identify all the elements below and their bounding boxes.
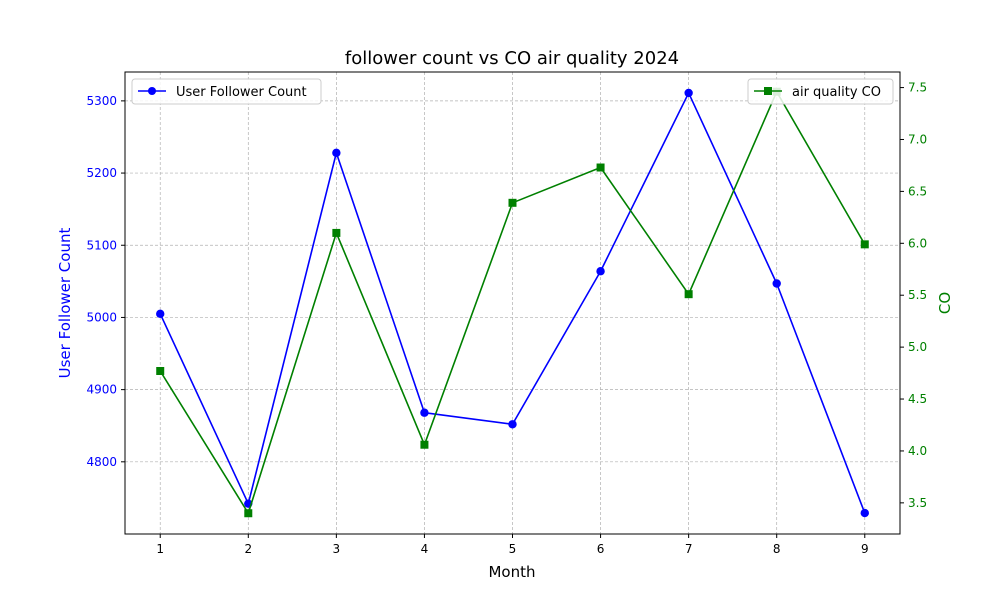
legend-left: User Follower Count [131,78,322,105]
right-y-tick-label: 5.5 [908,288,927,302]
x-tick-label: 2 [244,542,252,556]
x-tick-label: 5 [509,542,517,556]
legend-left-label: User Follower Count [176,85,307,100]
series-2-point [684,290,693,299]
x-tick-label: 4 [421,542,429,556]
x-tick-label: 1 [156,542,164,556]
left-y-tick-label: 4900 [86,383,117,397]
series-1-point [332,148,341,158]
right-y-tick-label: 3.5 [908,496,927,510]
series-1-point [772,279,781,288]
right-y-tick-label: 6.0 [908,236,927,250]
left-y-tick-label: 5200 [86,166,117,180]
left-axis-title: User Follower Count [56,228,74,379]
series-2-point [508,198,517,207]
series-2-point [420,440,429,449]
left-y-tick-label: 4800 [86,455,117,469]
series-2-point [332,228,341,237]
series-2-point [596,163,605,172]
right-y-tick-label: 5.0 [908,340,927,354]
series-1-point [156,309,165,319]
legend-right-label: air quality CO [792,85,881,100]
x-axis-title: Month [488,563,535,581]
series-1-point [860,508,869,518]
series-1-point [420,408,429,417]
x-tick-label: 8 [773,542,781,556]
legend-left-box [131,78,322,105]
left-y-tick-label: 5100 [86,238,117,252]
legend-left-marker [148,87,156,95]
right-axis-title: CO [936,292,954,314]
right-y-tick-label: 7.5 [908,81,927,95]
right-y-tick-label: 4.5 [908,392,927,406]
right-y-tick-label: 4.0 [908,444,927,458]
right-y-tick-label: 6.5 [908,184,927,198]
series-1-point [508,420,517,429]
series-layer [156,87,869,518]
right-y-tick-label: 7.0 [908,132,927,146]
axes: 1 2 3 4 5 6 7 8 9 4800 4900 5000 5100 5200 5300 3.5 4.0 4… [86,81,927,556]
left-y-tick-label: 5000 [86,310,117,324]
series-2-point [156,367,165,376]
x-tick-label: 3 [333,542,341,556]
legend-right-marker [764,87,772,95]
left-y-tick-label: 5300 [86,94,117,108]
x-tick-label: 6 [597,542,605,556]
series-1-point [596,267,605,276]
chart-title: follower count vs CO air quality 2024 [345,48,679,69]
series-1-point [684,88,693,98]
legend-right: air quality CO [747,78,894,105]
series-2-point [860,240,869,249]
legend-right-box [747,78,894,105]
series-2-point [244,509,253,518]
x-tick-label: 7 [685,542,693,556]
x-tick-label: 9 [861,542,869,556]
